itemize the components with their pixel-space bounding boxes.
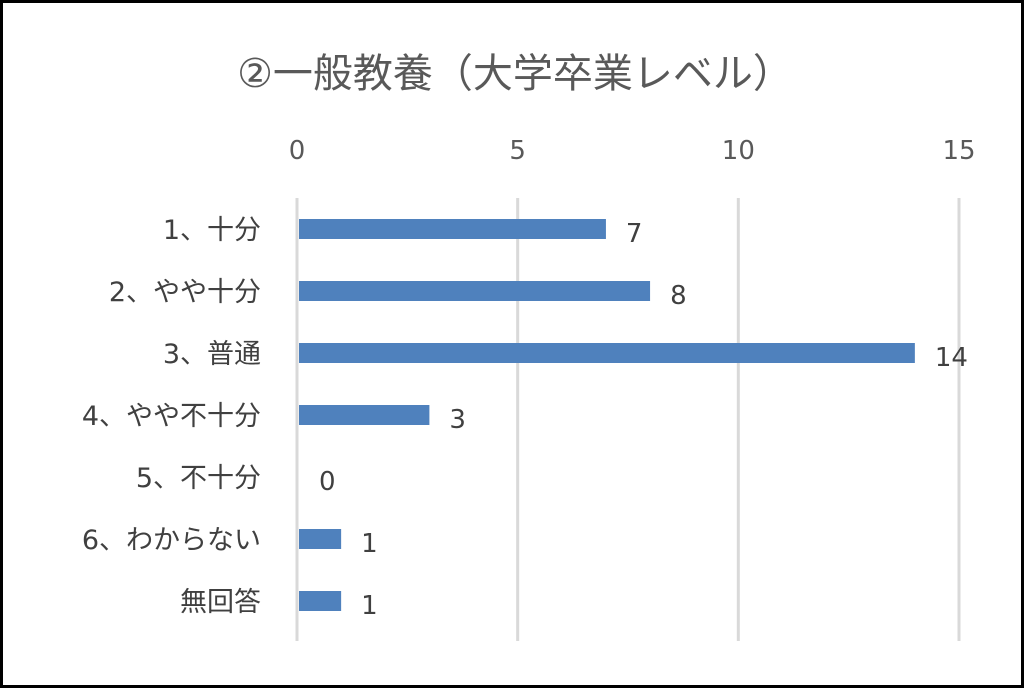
x-tick-label-0: 0 bbox=[289, 136, 306, 166]
x-tick-label-2: 10 bbox=[722, 136, 755, 166]
x-tick-label-3: 15 bbox=[942, 136, 975, 166]
x-axis-ticks: 0 5 10 15 bbox=[289, 136, 976, 166]
chart-title: ②一般教養（大学卒業レベル） bbox=[237, 51, 793, 97]
gridlines bbox=[295, 198, 961, 641]
category-label-3: 3、普通 bbox=[163, 339, 261, 370]
x-tick-label-1: 5 bbox=[509, 136, 526, 166]
bar-6 bbox=[299, 529, 342, 549]
bars bbox=[299, 219, 915, 611]
category-label-5: 5、不十分 bbox=[136, 463, 261, 494]
data-label-5: 0 bbox=[319, 467, 336, 497]
data-label-3: 14 bbox=[935, 343, 968, 373]
data-label-1: 7 bbox=[626, 219, 643, 249]
bar-7 bbox=[299, 591, 342, 611]
data-label-2: 8 bbox=[670, 281, 687, 311]
category-label-7: 無回答 bbox=[180, 587, 261, 618]
category-label-4: 4、やや不十分 bbox=[82, 401, 261, 432]
category-label-1: 1、十分 bbox=[163, 215, 261, 246]
data-labels: 7 8 14 3 0 1 1 bbox=[319, 219, 968, 621]
data-label-6: 1 bbox=[361, 529, 378, 559]
category-label-6: 6、わからない bbox=[82, 525, 261, 556]
bar-4 bbox=[299, 405, 430, 425]
bar-chart: ②一般教養（大学卒業レベル） 0 5 10 15 1、十分2、やや十分3、普通4、やや… bbox=[82, 51, 976, 641]
data-label-4: 3 bbox=[449, 405, 466, 435]
bar-2 bbox=[299, 281, 651, 301]
category-label-2: 2、やや十分 bbox=[109, 277, 261, 308]
data-label-7: 1 bbox=[361, 591, 378, 621]
bar-1 bbox=[299, 219, 606, 239]
bar-3 bbox=[299, 343, 915, 363]
